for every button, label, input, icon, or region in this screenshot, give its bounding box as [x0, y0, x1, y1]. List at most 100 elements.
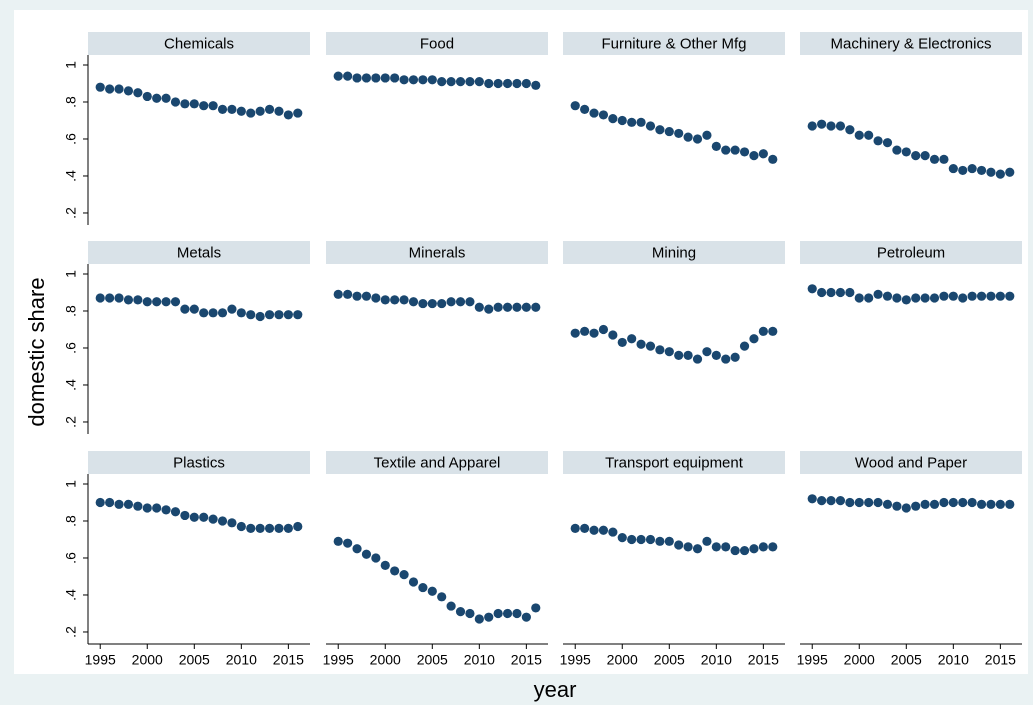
point: [995, 291, 1005, 301]
panel-header: [326, 451, 548, 474]
point: [114, 84, 124, 94]
y-tick-label: .4: [63, 379, 79, 391]
point: [645, 534, 656, 545]
point: [465, 77, 475, 87]
point: [114, 293, 124, 303]
point: [655, 125, 665, 135]
point: [854, 293, 864, 303]
point: [617, 533, 627, 543]
point: [864, 130, 874, 140]
point: [418, 298, 428, 309]
point: [882, 291, 893, 301]
point: [892, 145, 902, 155]
point: [873, 497, 883, 508]
point: [967, 291, 977, 301]
panel-title: Chemicals: [164, 35, 234, 52]
point: [939, 154, 949, 164]
point: [692, 544, 703, 554]
point: [170, 97, 181, 107]
point: [835, 287, 846, 298]
point: [105, 84, 115, 94]
point: [493, 302, 503, 312]
point: [380, 73, 390, 83]
point: [236, 308, 246, 318]
panel-header: [563, 32, 785, 55]
x-tick-label: 2010: [226, 652, 257, 668]
point: [664, 126, 674, 137]
point: [142, 503, 152, 513]
point: [721, 542, 731, 552]
point: [929, 293, 940, 303]
point: [343, 289, 353, 299]
point: [161, 93, 171, 103]
point: [929, 499, 940, 509]
point: [531, 603, 541, 613]
panel-title: Minerals: [409, 244, 466, 261]
plot-region: [326, 474, 548, 644]
x-tick-label: 2010: [938, 652, 969, 668]
panel-title: Mining: [652, 244, 696, 261]
y-tick-label: .6: [63, 133, 79, 145]
point: [835, 121, 846, 131]
point: [882, 138, 893, 148]
point: [399, 75, 409, 85]
point: [683, 350, 693, 360]
y-tick-label: .4: [63, 589, 79, 601]
point: [105, 293, 115, 303]
point: [199, 308, 209, 318]
point: [95, 82, 105, 92]
point: [95, 497, 105, 508]
point: [502, 78, 513, 89]
point: [711, 141, 721, 151]
point: [627, 534, 637, 545]
y-tick-label: .6: [63, 552, 79, 564]
x-tick-label: 1995: [85, 652, 116, 668]
point: [864, 293, 874, 303]
point: [664, 536, 674, 546]
point: [123, 86, 134, 96]
point: [807, 284, 817, 294]
point: [437, 592, 447, 602]
point: [199, 101, 209, 111]
point: [446, 297, 456, 307]
x-tick-label: 2000: [844, 652, 875, 668]
point: [730, 545, 740, 556]
x-axis-title: year: [534, 677, 577, 702]
plot-region: [563, 55, 785, 225]
point: [199, 512, 209, 522]
point: [502, 608, 513, 619]
point: [236, 521, 246, 532]
point: [455, 607, 466, 617]
point: [371, 73, 381, 83]
point: [105, 497, 115, 508]
x-tick-label: 2005: [891, 652, 922, 668]
point: [274, 523, 284, 533]
point: [427, 75, 437, 85]
plot-region: [88, 264, 310, 434]
point: [493, 608, 503, 619]
point: [217, 516, 228, 526]
point: [570, 101, 580, 111]
x-tick-label: 2015: [273, 652, 304, 668]
panel-title: Metals: [177, 244, 221, 261]
point: [721, 354, 731, 364]
point: [580, 523, 590, 533]
point: [570, 328, 580, 338]
point: [264, 104, 275, 114]
point: [293, 310, 303, 320]
point: [502, 302, 513, 312]
point: [208, 514, 218, 524]
x-tick-label: 2010: [701, 652, 732, 668]
point: [1005, 291, 1015, 301]
point: [739, 545, 750, 556]
point: [645, 121, 656, 131]
panel-header: [563, 451, 785, 474]
point: [180, 99, 190, 109]
point: [683, 132, 693, 142]
point: [437, 298, 447, 309]
point: [692, 354, 703, 364]
point: [817, 287, 827, 298]
point: [189, 99, 199, 109]
panel-header: [800, 241, 1022, 264]
